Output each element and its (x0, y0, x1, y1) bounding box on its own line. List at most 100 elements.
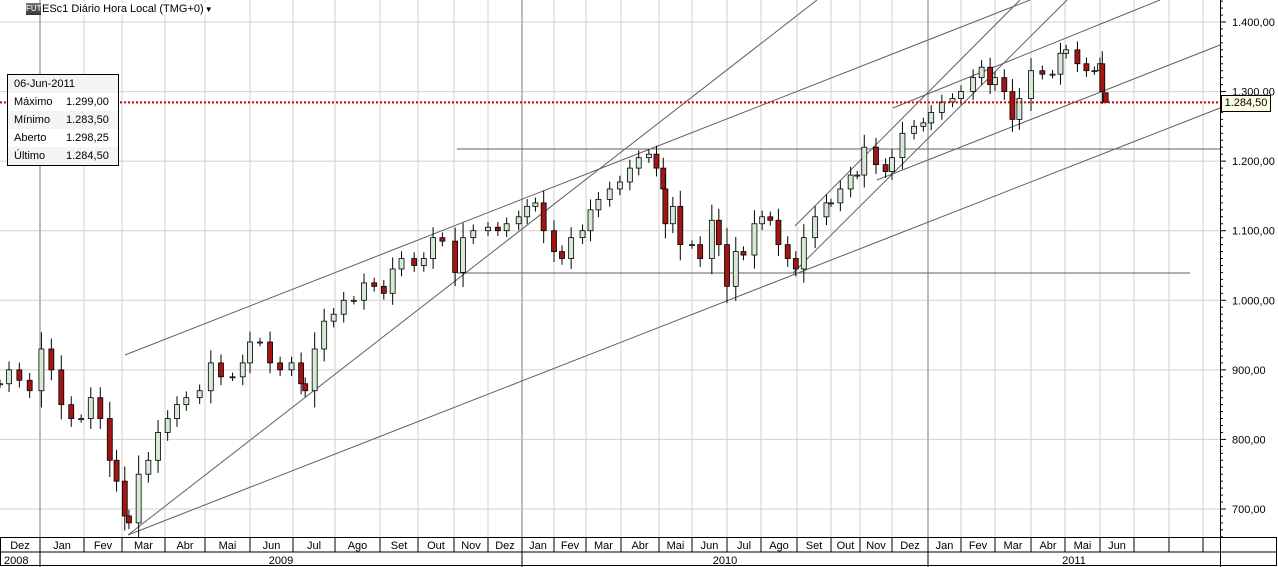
month-label: Jan (53, 540, 71, 552)
candle-up (587, 209, 594, 232)
candle-down (724, 244, 730, 287)
month-label: Mar (134, 540, 153, 552)
candle-down (121, 480, 128, 517)
candle-up (889, 157, 895, 172)
trendline (892, 0, 1161, 109)
candle-up (606, 188, 613, 200)
candle-down (371, 282, 378, 287)
chart-title[interactable]: FUT ESc1 Diário Hora Local (TMG+0) ▼ (26, 3, 213, 15)
candle-down (439, 237, 446, 242)
candle-up (800, 237, 807, 270)
candle-down (715, 219, 722, 246)
caret-down-icon[interactable]: ▼ (204, 4, 213, 14)
month-label: Jul (737, 540, 751, 552)
candle-up (321, 320, 328, 350)
month-label: Fev (969, 540, 988, 552)
candle-up (759, 216, 766, 225)
candle-up (812, 216, 819, 239)
month-label: Ago (769, 540, 789, 552)
candle-down (662, 188, 669, 225)
candle-down (452, 240, 459, 273)
current-price-tag: 1.284,50 (1221, 95, 1271, 112)
candle-down (1074, 49, 1081, 65)
candle-up (229, 376, 236, 379)
candle-up (837, 188, 844, 204)
candle-up (911, 125, 917, 134)
candle-up (398, 258, 405, 270)
data-window-date: 06-Jun-2011 (8, 75, 118, 93)
candle-up (708, 219, 715, 259)
candle-down (26, 379, 33, 392)
price-axis[interactable]: 700,00 800,00 900,00 1.000,00 1.100,00 1.200,… (1220, 0, 1275, 538)
candle-up (732, 251, 739, 287)
candle-up (524, 205, 531, 218)
time-axis[interactable]: Dez Jan Fev Mar Abr Mai Jun Jul Ago Set Out Nov Dez J… (0, 537, 1277, 567)
candle-up (503, 223, 510, 232)
candle-up (958, 91, 964, 99)
month-label: Set (391, 540, 408, 552)
candle-down (58, 369, 65, 406)
candle-up (135, 473, 142, 524)
candle-up (928, 112, 935, 124)
candle-up (1057, 52, 1064, 75)
candle-up (340, 299, 347, 315)
month-label: Out (427, 540, 445, 552)
candle-up (751, 223, 758, 256)
candle-up (828, 202, 834, 205)
month-label: Dez (495, 540, 515, 552)
candle-up (645, 153, 652, 159)
candle-down (126, 515, 132, 524)
trendline (794, 0, 1021, 227)
data-row-low: Mínimo 1.283,50 (8, 111, 118, 129)
candle-up (579, 230, 586, 239)
candle-up (1091, 70, 1098, 73)
month-label: Set (806, 540, 823, 552)
month-label: Fev (561, 540, 580, 552)
month-label: Mar (594, 540, 613, 552)
candle-up (145, 459, 152, 475)
month-label: Abr (631, 540, 648, 552)
candle-down (48, 348, 55, 371)
candle-up (568, 237, 575, 259)
candle-up (635, 157, 642, 169)
candle-up (164, 418, 171, 433)
data-row-open: Aberto 1.298,25 (14, 132, 109, 144)
month-label: Mai (667, 540, 685, 552)
year-label: 2011 (1062, 555, 1086, 567)
trendline (876, 44, 1221, 181)
candle-up (350, 299, 357, 302)
candle-down (106, 418, 113, 461)
candle-down (302, 383, 309, 392)
candle-down (784, 244, 791, 259)
candle-up (920, 122, 927, 127)
month-label: Jan (529, 540, 547, 552)
candle-up (470, 230, 477, 239)
trendlines[interactable] (124, 0, 1221, 536)
candle-down (677, 205, 684, 246)
candle-up (6, 369, 12, 385)
candle-up (174, 404, 180, 419)
year-label: 2010 (713, 555, 737, 567)
candle-up (515, 216, 522, 225)
year-label: 2009 (269, 555, 293, 567)
month-label: Mai (219, 540, 237, 552)
candle-down (775, 219, 782, 246)
candle-up (361, 282, 367, 301)
trendline (127, 0, 818, 536)
year-label: 2008 (4, 555, 28, 567)
month-label: Ago (348, 540, 368, 552)
candle-up (669, 205, 676, 225)
data-window: 06-Jun-2011 Máximo 1.299,00 Mínimo 1.283,5… (7, 74, 119, 166)
trendline (792, 0, 1068, 274)
candle-up (992, 77, 998, 86)
data-row-last: Último 1.284,50 (8, 147, 118, 165)
price-tick-label: 800,00 (1232, 434, 1266, 446)
gridlines (0, 0, 1220, 537)
trendline (124, 0, 1031, 356)
month-label: Mar (1004, 540, 1023, 552)
candle-up (1016, 98, 1023, 120)
candle-down (298, 362, 305, 385)
candle-up (823, 202, 830, 218)
month-label: Fev (94, 540, 113, 552)
